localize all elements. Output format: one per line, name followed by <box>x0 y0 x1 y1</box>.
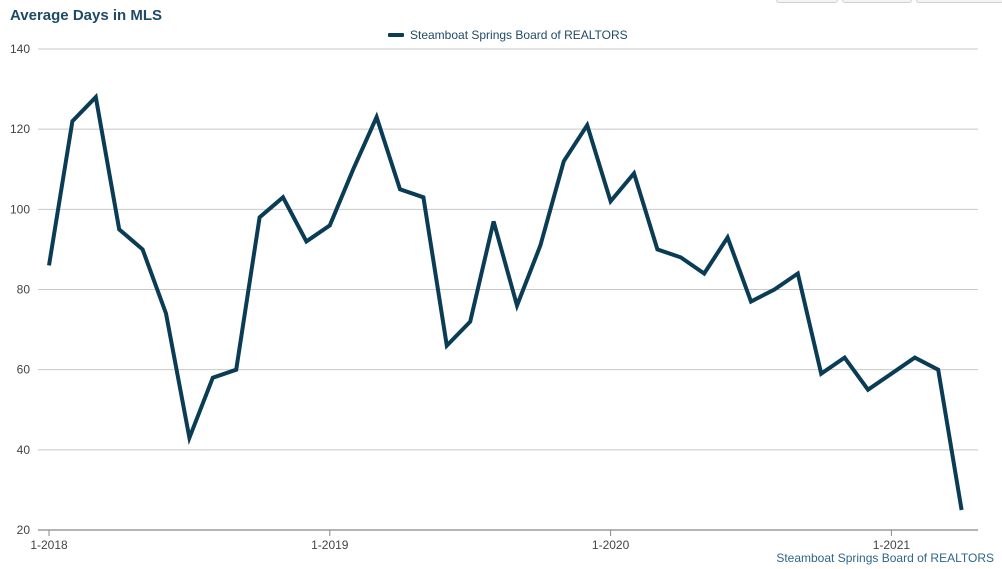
x-tick-label: 1-2019 <box>311 538 349 552</box>
data-point[interactable] <box>113 223 125 235</box>
data-point[interactable] <box>675 251 687 263</box>
data-point[interactable] <box>815 368 827 380</box>
data-point[interactable] <box>488 215 500 227</box>
x-axis-ticks: 1-2018 1-2019 1-2020 1-2021 <box>30 530 910 552</box>
y-tick-label: 140 <box>10 42 30 56</box>
legend-label: Steamboat Springs Board of REALTORS <box>410 28 628 42</box>
data-point[interactable] <box>347 163 359 175</box>
grid-lines <box>38 48 978 531</box>
data-point[interactable] <box>43 259 55 271</box>
data-point[interactable] <box>605 195 617 207</box>
x-tick-label: 1-2020 <box>592 538 630 552</box>
data-point[interactable] <box>839 352 851 364</box>
data-point[interactable] <box>183 432 195 444</box>
y-tick-label: 80 <box>17 283 31 297</box>
data-point[interactable] <box>66 115 78 127</box>
data-point[interactable] <box>534 239 546 251</box>
data-point[interactable] <box>862 384 874 396</box>
data-point[interactable] <box>722 231 734 243</box>
data-point[interactable] <box>628 167 640 179</box>
data-point[interactable] <box>417 191 429 203</box>
y-tick-label: 100 <box>10 202 30 216</box>
y-tick-label: 120 <box>10 122 30 136</box>
data-point[interactable] <box>768 284 780 296</box>
data-point[interactable] <box>511 300 523 312</box>
data-point[interactable] <box>558 155 570 167</box>
x-tick-label: 1-2018 <box>30 538 68 552</box>
data-point[interactable] <box>441 340 453 352</box>
y-axis-ticks: 20 40 60 80 100 120 140 <box>10 42 30 537</box>
data-point[interactable] <box>956 504 968 516</box>
data-point[interactable] <box>160 308 172 320</box>
data-point[interactable] <box>464 316 476 328</box>
data-point[interactable] <box>651 243 663 255</box>
y-tick-label: 20 <box>17 523 31 537</box>
data-point[interactable] <box>792 267 804 279</box>
toolbar-tab[interactable] <box>916 0 1002 3</box>
x-tick-label: 1-2021 <box>873 538 911 552</box>
y-tick-label: 40 <box>17 443 31 457</box>
data-point[interactable] <box>254 211 266 223</box>
legend-swatch <box>388 33 404 37</box>
data-point[interactable] <box>394 183 406 195</box>
data-point[interactable] <box>909 352 921 364</box>
y-tick-label: 60 <box>17 363 31 377</box>
toolbar-tab[interactable] <box>842 0 912 3</box>
data-point[interactable] <box>90 91 102 103</box>
data-point[interactable] <box>885 368 897 380</box>
legend[interactable]: Steamboat Springs Board of REALTORS <box>388 28 628 42</box>
series-line <box>47 92 964 511</box>
data-point[interactable] <box>207 372 219 384</box>
data-point[interactable] <box>932 364 944 376</box>
chart-title: Average Days in MLS <box>10 7 162 24</box>
data-point[interactable] <box>300 235 312 247</box>
data-point[interactable] <box>698 267 710 279</box>
data-point[interactable] <box>581 119 593 131</box>
source-label: Steamboat Springs Board of REALTORS <box>776 551 994 565</box>
data-point[interactable] <box>137 243 149 255</box>
toolbar-tab[interactable] <box>776 0 838 3</box>
data-point[interactable] <box>745 296 757 308</box>
data-point[interactable] <box>371 111 383 123</box>
data-point[interactable] <box>324 219 336 231</box>
data-point[interactable] <box>230 364 242 376</box>
data-point[interactable] <box>277 191 289 203</box>
